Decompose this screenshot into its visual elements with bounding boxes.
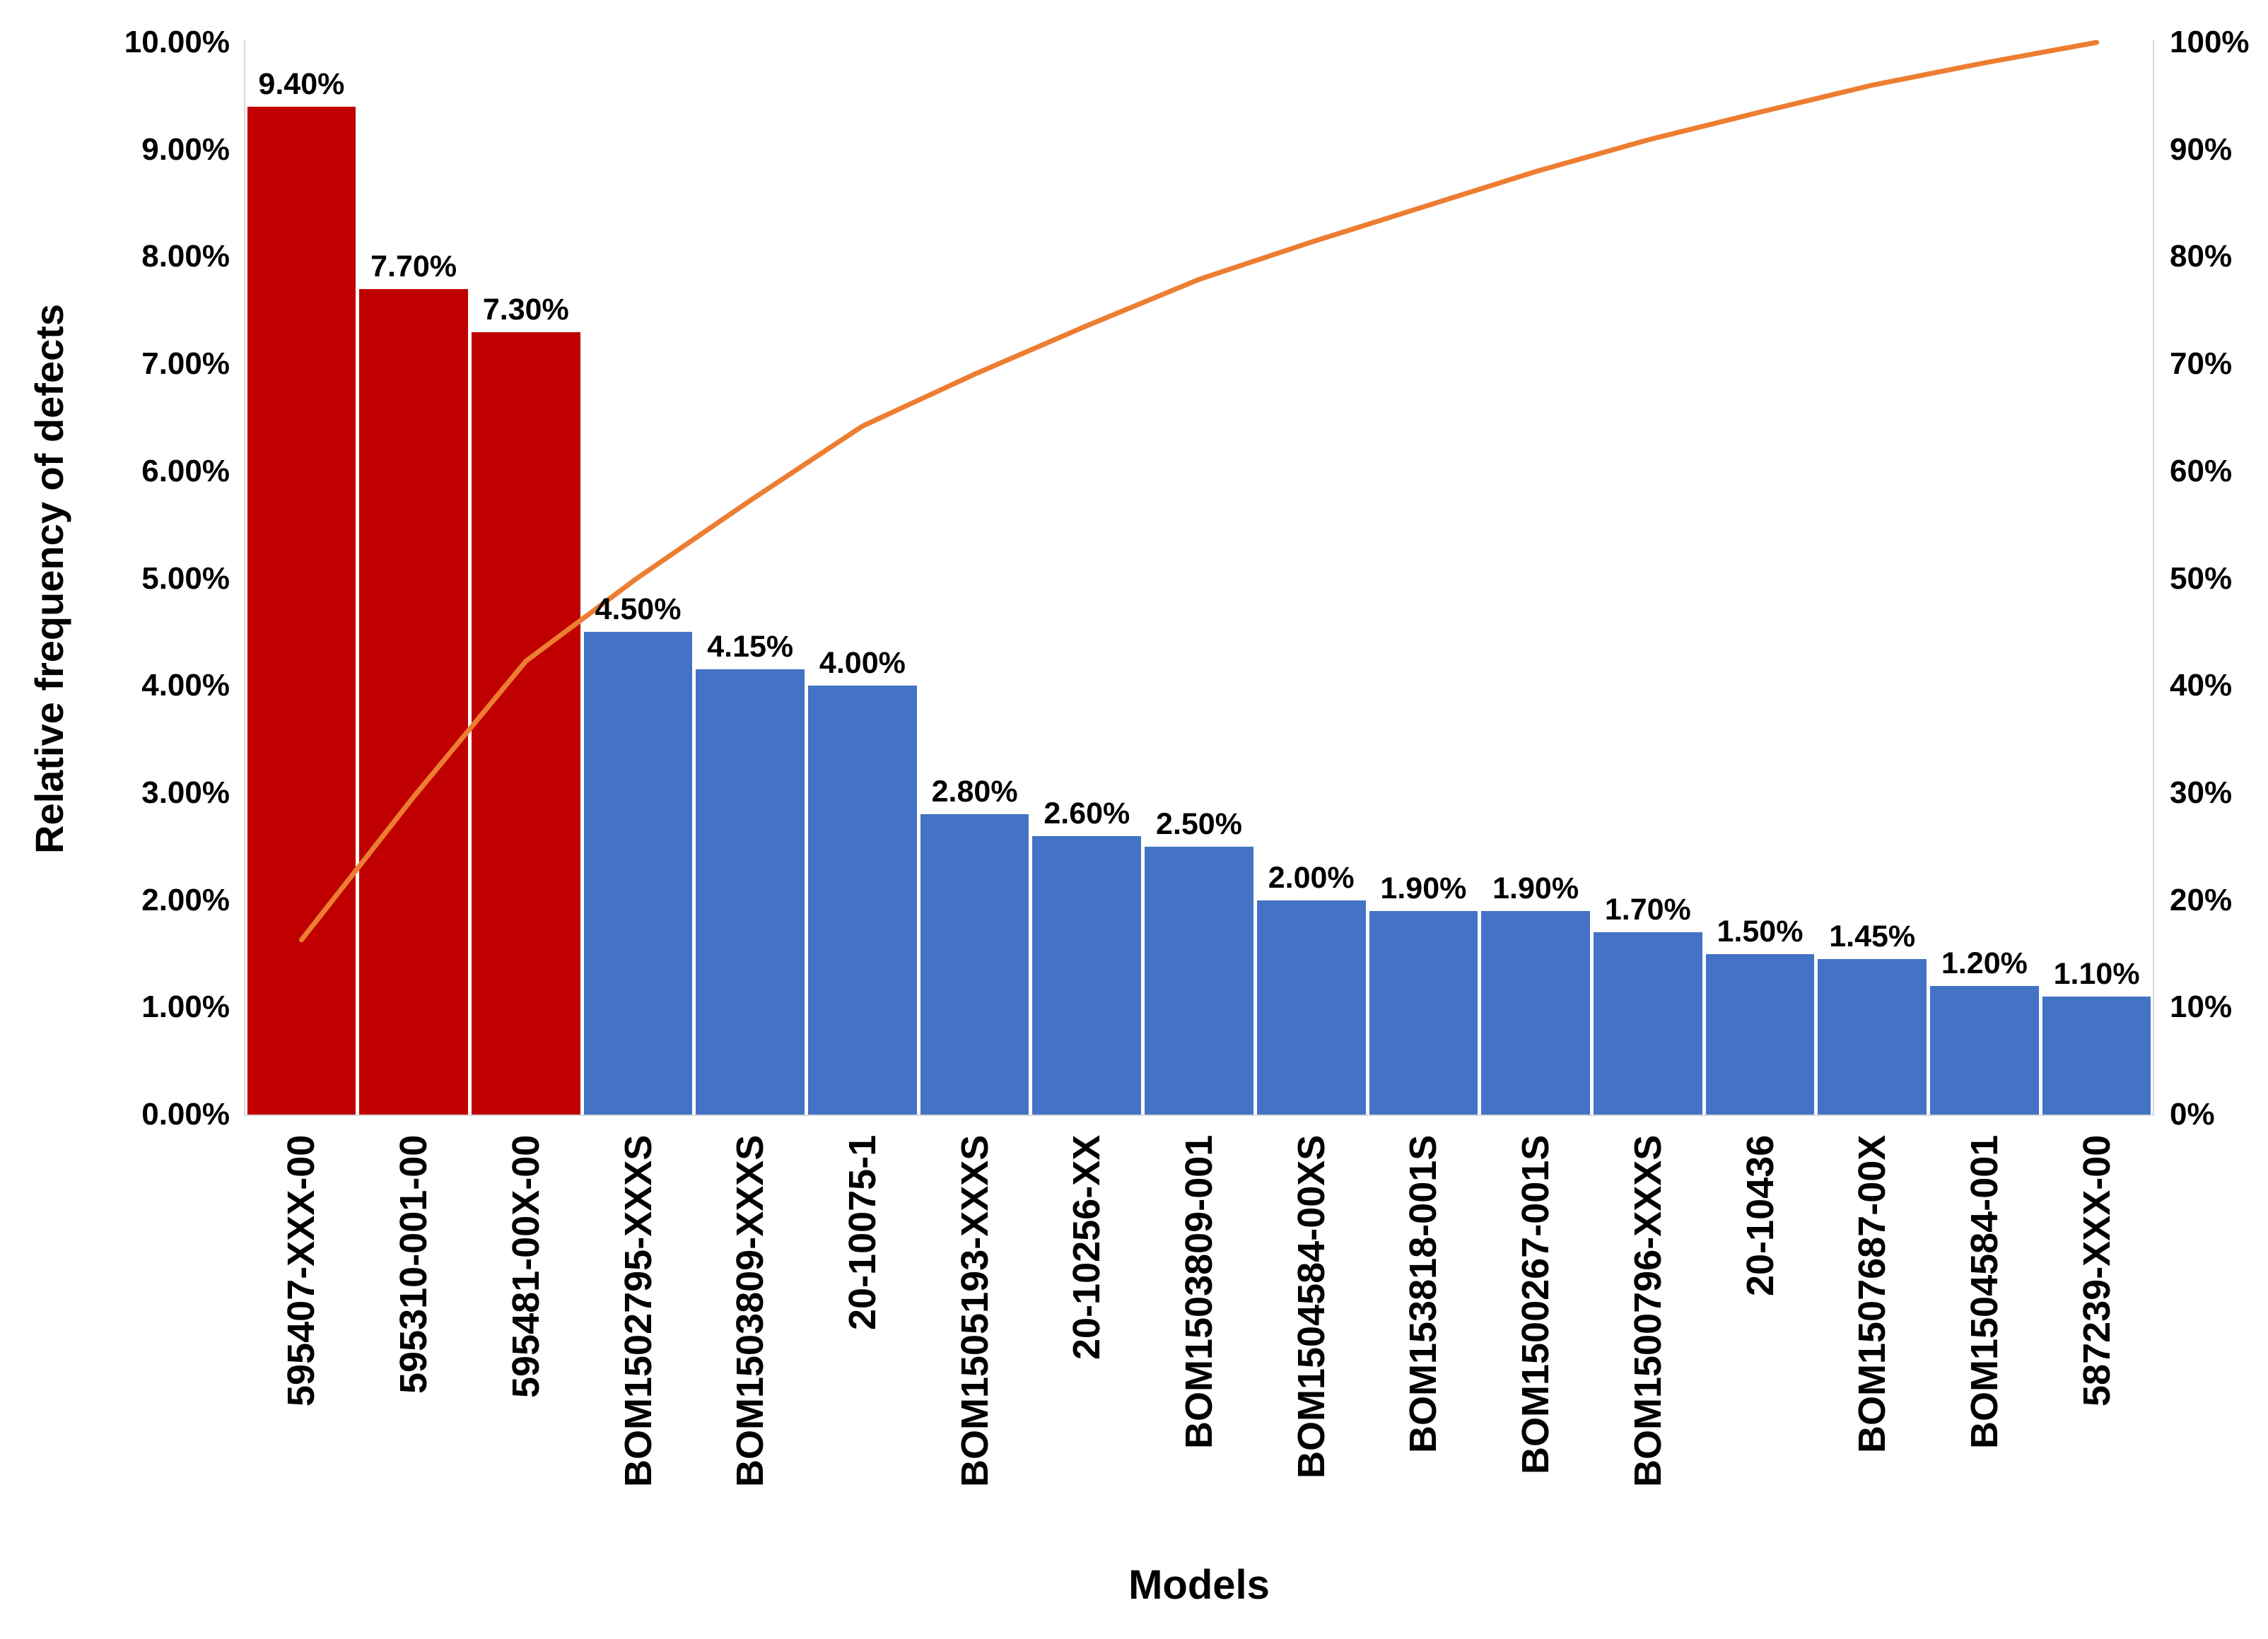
y-axis-tick-label-left: 7.00% [141, 346, 230, 382]
bar-BOM1505193-XXXS [920, 814, 1029, 1115]
x-axis-tick-label: 595310-001-00 [392, 1134, 436, 1394]
x-axis-tick-label: BOM1507687-00X [1851, 1134, 1894, 1453]
bar-value-label: 2.80% [931, 775, 1018, 809]
x-axis-tick-label: 20-10075-1 [841, 1134, 884, 1330]
y-axis-tick-label-left: 3.00% [141, 775, 230, 810]
x-axis-tick-label: BOM1503809-XXXS [729, 1134, 772, 1487]
y-axis-title: Relative frequency of defects [27, 303, 71, 854]
bar-value-label: 4.15% [707, 630, 794, 664]
bar-value-label: 4.00% [819, 646, 906, 681]
y-axis-tick-label-left: 10.00% [124, 25, 230, 59]
bar-value-label: 1.70% [1604, 893, 1691, 927]
x-axis-tick-label: BOM153818-001S [1402, 1134, 1445, 1453]
y-axis-tick-label-right: 70% [2170, 346, 2233, 382]
bar-value-label: 1.45% [1829, 920, 1916, 953]
bar-20-10075-1 [808, 686, 917, 1115]
x-axis-title: Models [1128, 1562, 1270, 1608]
bar-BOM1500796-XXXS [1594, 932, 1702, 1115]
x-axis-tick-label: 587239-XXX-00 [2075, 1134, 2118, 1406]
y-axis-tick-label-left: 0.00% [141, 1097, 230, 1132]
y-axis-tick-label-right: 40% [2170, 668, 2233, 703]
bar-BOM1504584-00XS [1256, 900, 1366, 1115]
y-axis-tick-label-right: 20% [2170, 882, 2233, 917]
x-axis-tick-label: BOM1500267-001S [1514, 1134, 1557, 1474]
bar-BOM1500267-001S [1481, 910, 1590, 1115]
bar-value-label: 2.00% [1268, 860, 1355, 895]
y-axis-tick-label-right: 0% [2170, 1097, 2215, 1132]
x-axis-tick-label: 20-10436 [1738, 1134, 1782, 1296]
x-axis-tick-label: BOM1502795-XXXS [616, 1134, 660, 1487]
x-axis-tick-label: 20-10256-XX [1065, 1134, 1109, 1360]
cumulative-line-path [298, 40, 2100, 943]
bar-value-label: 1.90% [1492, 871, 1579, 905]
bar-value-label: 7.30% [482, 292, 569, 327]
y-axis-tick-label-left: 8.00% [141, 239, 230, 274]
x-axis-tick-label: BOM1505193-XXXS [953, 1134, 996, 1487]
bar-value-label: 9.40% [258, 67, 345, 101]
bar-value-label: 7.70% [370, 249, 457, 283]
y-axis-tick-label-right: 50% [2170, 560, 2233, 596]
bar-BOM1503809-XXXS [696, 669, 805, 1115]
y-axis-tick-label-right: 60% [2170, 453, 2233, 488]
x-axis-tick-label: BOM1500796-XXXS [1626, 1134, 1669, 1487]
bar-595310-001-00 [359, 288, 468, 1115]
bar-BOM1503809-001 [1145, 846, 1253, 1115]
bar-value-label: 1.50% [1717, 914, 1804, 948]
y-axis-tick-label-left: 2.00% [141, 882, 230, 917]
bar-value-label: 2.60% [1044, 796, 1130, 830]
cumulative-line [298, 40, 2100, 943]
y-axis-tick-label-right: 90% [2170, 131, 2233, 167]
bar-587239-XXX-00 [2042, 997, 2151, 1115]
bar-value-label: 1.10% [2053, 957, 2140, 992]
bar-BOM1504584-001 [1930, 986, 2039, 1115]
x-axis-tick-label: 595407-XXX-00 [280, 1134, 323, 1406]
bar-595481-00X-00 [471, 331, 580, 1115]
y-axis-tick-label-left: 6.00% [141, 453, 230, 488]
x-axis-tick-label: 595481-00X-00 [504, 1134, 547, 1398]
bar-value-label: 1.20% [1941, 946, 2028, 980]
y-axis-tick-label-left: 5.00% [141, 560, 230, 596]
y-axis-tick-label-left: 1.00% [141, 989, 230, 1025]
x-axis-tick-label: BOM1503809-001 [1178, 1134, 1220, 1449]
x-axis-tick-label: BOM1504584-00XS [1290, 1134, 1333, 1479]
bar-value-label: 2.50% [1156, 806, 1242, 841]
bottom-axis-line [244, 1115, 2154, 1116]
bar-20-10256-XX [1032, 835, 1142, 1115]
y-axis-tick-label-left: 9.00% [141, 131, 230, 167]
right-axis-line [2153, 40, 2154, 1115]
y-axis-tick-label-right: 10% [2170, 989, 2233, 1025]
bar-BOM153818-001S [1369, 910, 1478, 1115]
bar-value-label: 1.90% [1380, 871, 1467, 905]
x-axis-tick-label: BOM1504584-001 [1963, 1134, 2006, 1449]
y-axis-tick-label-right: 100% [2170, 25, 2250, 59]
bar-value-label: 4.50% [595, 592, 682, 627]
y-axis-tick-label-right: 80% [2170, 239, 2233, 274]
bar-20-10436 [1705, 953, 1815, 1115]
y-axis-tick-label-left: 4.00% [141, 668, 230, 703]
y-axis-tick-label-right: 30% [2170, 775, 2233, 810]
bar-BOM1502795-XXXS [583, 632, 693, 1115]
bar-BOM1507687-00X [1818, 959, 1927, 1115]
left-axis-line [244, 40, 245, 1115]
bar-595407-XXX-00 [247, 107, 356, 1115]
